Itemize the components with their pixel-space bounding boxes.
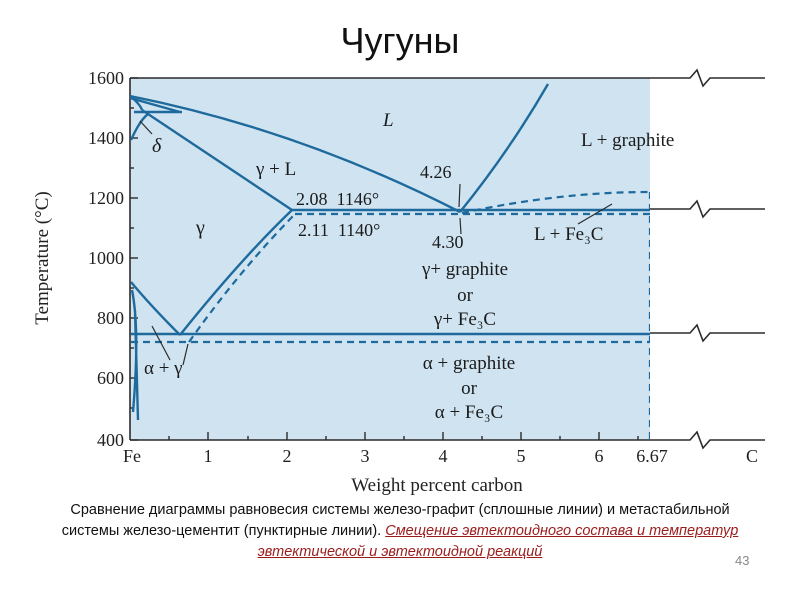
y-axis-title: Temperature (°C) <box>32 191 53 324</box>
liquidus-graphite-line <box>459 83 550 213</box>
y-tick-label: 800 <box>97 308 124 328</box>
x-tick-labels: Fe 1 2 3 4 5 6 6.67 C <box>123 446 758 466</box>
slide-caption: Сравнение диаграммы равновесия системы ж… <box>40 500 760 563</box>
point-label-eutectic-cementite: 4.30 <box>432 232 464 252</box>
x-tick-label: C <box>746 446 758 466</box>
x-tick-label: 2 <box>283 446 292 466</box>
region-labels: L L + graphite δ γ + L γ L + Fe₃C γ+ gra… <box>144 110 674 423</box>
x-tick-label: Fe <box>123 446 141 466</box>
delta-region-lines <box>130 95 182 141</box>
solid-lines <box>130 83 650 421</box>
y-tick-labels: 1600 1400 1200 1000 800 600 400 <box>88 68 124 450</box>
region-label-gamma-graphite: γ+ graphite <box>421 259 508 280</box>
acm-graphite-line <box>179 209 293 336</box>
dashed-lines <box>131 190 650 440</box>
region-label-delta: δ <box>152 135 162 157</box>
y-tick-label: 1200 <box>88 188 124 208</box>
alpha-gamma-lines <box>130 281 181 421</box>
region-label-liquid-graphite: L + graphite <box>581 130 674 151</box>
y-tick-label: 1600 <box>88 68 124 88</box>
liquidus-left-line <box>130 94 461 214</box>
point-label-eutectic-graphite: 4.26 <box>420 162 452 182</box>
slide-title: Чугуны <box>340 20 460 61</box>
y-tick-label: 400 <box>97 430 124 450</box>
x-tick-label: 1 <box>204 446 213 466</box>
point-labels: 4.26 2.08 1146° 2.11 1140° 4.30 <box>296 162 464 252</box>
y-tick-label: 1400 <box>88 128 124 148</box>
phase-diagram: 1600 1400 1200 1000 800 600 400 Fe 1 2 3… <box>32 68 765 496</box>
x-tick-label: 4 <box>439 446 448 466</box>
region-label-liquid-cementite: L + Fe₃C <box>534 224 603 245</box>
y-tick-label: 1000 <box>88 248 124 268</box>
point-label-solubility-cementite: 2.11 1140° <box>298 220 380 240</box>
plot-area <box>130 78 650 440</box>
y-tick-label: 600 <box>97 368 124 388</box>
acm-cementite-line <box>188 213 296 343</box>
region-label-gamma-liquid: γ + L <box>255 159 296 180</box>
region-label-gamma: γ <box>195 217 205 239</box>
region-label-alpha-gamma: α + γ <box>144 358 183 379</box>
x-axis-title: Weight percent carbon <box>351 475 523 496</box>
liquidus-cementite-line <box>461 190 649 215</box>
x-tick-label: 3 <box>361 446 370 466</box>
x-tick-label: 5 <box>517 446 526 466</box>
region-label-gamma-cementite: γ+ Fe₃C <box>433 309 496 330</box>
region-label-alpha-cementite: α + Fe₃C <box>435 402 503 423</box>
point-label-solubility-graphite: 2.08 1146° <box>296 189 379 209</box>
slide-number: 43 <box>735 553 750 568</box>
x-tick-label: 6.67 <box>636 446 668 466</box>
x-axis-ticks <box>168 432 639 440</box>
region-label-liquid: L <box>382 110 394 131</box>
x-tick-label: 6 <box>595 446 604 466</box>
region-label-alpha-graphite: α + graphite <box>423 353 515 374</box>
solidus-line <box>141 109 293 211</box>
region-label-or-upper: or <box>457 285 474 306</box>
region-label-or-lower: or <box>461 378 478 399</box>
caption-link[interactable]: Смещение эвтектоидного состава и темпера… <box>257 523 739 560</box>
leader-lines <box>139 120 613 366</box>
caption-text: Сравнение диаграммы равновесия системы ж… <box>61 502 730 539</box>
